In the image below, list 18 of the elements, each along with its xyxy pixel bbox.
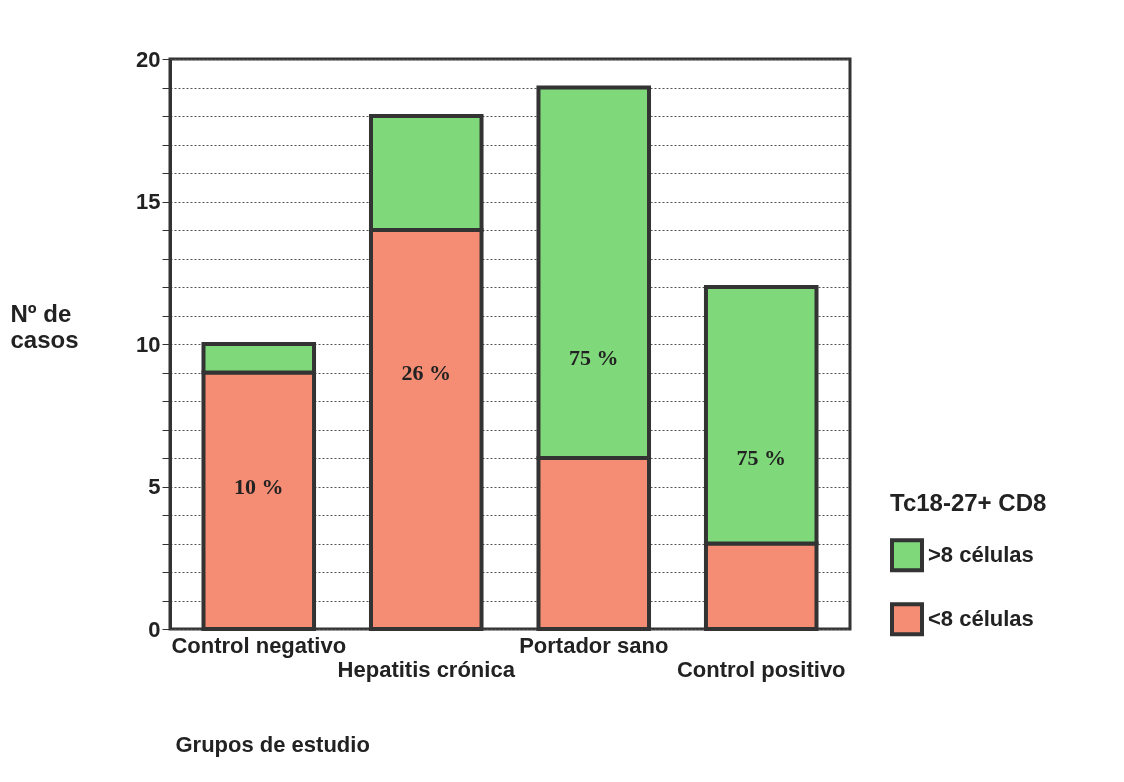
annotation: 75 %	[568, 345, 619, 371]
legend-label: >8 células	[928, 542, 1034, 568]
y-tick-label: 5	[148, 474, 161, 499]
x-tick-label: Control negativo	[171, 632, 347, 658]
y-tick-label: 10	[136, 331, 161, 357]
y-tick-label: 20	[136, 46, 161, 72]
annotation: 75 %	[736, 445, 786, 470]
annotation: 10 %	[234, 473, 284, 499]
x-tick-label: Hepatitis crónica	[337, 656, 516, 682]
y-axis-title: Nº de casos	[10, 300, 79, 354]
x-axis-title: Grupos de estudio	[175, 731, 370, 757]
legend-label: <8 células	[928, 606, 1034, 632]
y-tick-label: 15	[136, 189, 161, 214]
legend-title: Tc18-27+ CD8	[890, 489, 1047, 517]
x-tick-label: Control positivo	[676, 656, 846, 682]
x-tick-label: Portador sano	[519, 632, 669, 658]
y-tick-label: 0	[148, 616, 161, 642]
annotation: 26 %	[401, 359, 452, 385]
